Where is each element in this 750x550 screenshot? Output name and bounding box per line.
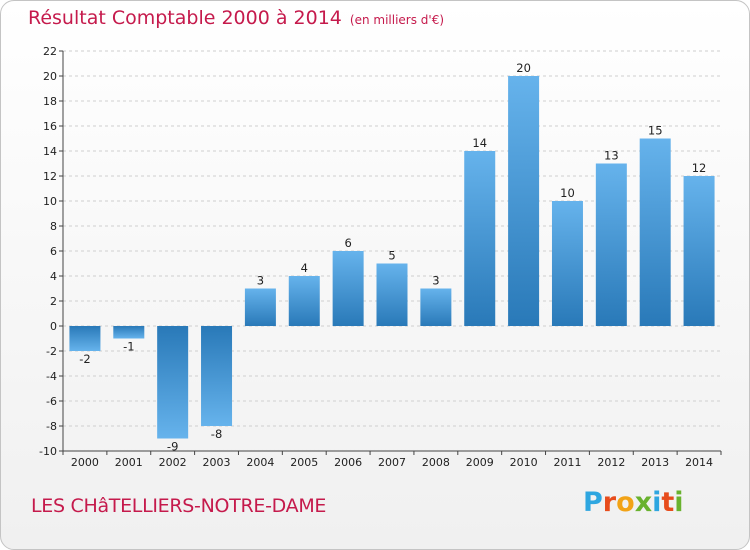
- value-label-2005: 4: [301, 261, 308, 275]
- y-tick-label: 18: [43, 95, 57, 108]
- y-tick-label: 12: [43, 170, 57, 183]
- bar-2009: [464, 151, 496, 326]
- x-tick-label-2005: 2005: [290, 456, 318, 469]
- x-tick-label-2014: 2014: [685, 456, 713, 469]
- y-tick-label: 20: [43, 70, 57, 83]
- chart-subtitle: (en milliers d'€): [349, 13, 445, 27]
- logo-letter: r: [602, 487, 617, 518]
- logo-letter: i: [652, 487, 662, 518]
- x-tick-label-2007: 2007: [378, 456, 406, 469]
- bar-2001: [113, 326, 145, 339]
- value-label-2011: 10: [560, 186, 575, 200]
- bar-2003: [201, 326, 233, 426]
- x-tick-label-2006: 2006: [334, 456, 362, 469]
- value-label-2004: 3: [257, 274, 264, 288]
- x-tick-label-2009: 2009: [466, 456, 494, 469]
- bar-2011: [551, 201, 583, 326]
- value-label-2001: -1: [123, 340, 134, 354]
- bars: [69, 76, 715, 439]
- bar-2007: [376, 263, 408, 326]
- y-tick-label: 0: [50, 320, 57, 333]
- y-tick-label: -8: [46, 420, 57, 433]
- y-tick-label: 6: [50, 245, 57, 258]
- axes: [59, 50, 722, 455]
- value-label-2006: 6: [344, 236, 351, 250]
- y-tick-label: -6: [46, 395, 57, 408]
- value-label-2009: 14: [472, 136, 487, 150]
- value-label-2010: 20: [516, 61, 531, 75]
- value-label-2002: -9: [167, 440, 178, 454]
- bar-2008: [420, 288, 452, 326]
- y-tick-label: -2: [46, 345, 57, 358]
- logo-letter: o: [616, 487, 635, 518]
- value-labels: -2 -1 -9 -8 3 4 6 5 3 14 20 10 13 15 12: [79, 61, 706, 454]
- y-tick-label: 10: [43, 195, 57, 208]
- x-tick-label-2000: 2000: [71, 456, 99, 469]
- value-label-2013: 15: [648, 124, 663, 138]
- value-label-2008: 3: [432, 274, 439, 288]
- value-label-2007: 5: [388, 249, 395, 263]
- x-tick-label-2012: 2012: [597, 456, 625, 469]
- bar-2005: [288, 276, 320, 326]
- x-tick-label-2003: 2003: [203, 456, 231, 469]
- bar-2010: [508, 76, 540, 326]
- value-label-2003: -8: [211, 427, 222, 441]
- tick-labels: -10 -8 -6 -4 -2 0 2 4 6 8 10 12 14 16 18 20 22 2000 2001 20…: [39, 45, 713, 469]
- bar-2002: [157, 326, 189, 439]
- bar-2006: [332, 251, 364, 326]
- y-tick-label: 22: [43, 45, 57, 58]
- bar-2012: [595, 163, 627, 326]
- bar-2014: [683, 176, 715, 326]
- logo-letter: t: [661, 487, 675, 518]
- y-tick-label: 2: [50, 295, 57, 308]
- y-tick-label: 14: [43, 145, 57, 158]
- x-tick-label-2010: 2010: [510, 456, 538, 469]
- logo-letter: P: [583, 487, 603, 518]
- x-tick-label-2008: 2008: [422, 456, 450, 469]
- x-tick-label-2013: 2013: [641, 456, 669, 469]
- value-label-2000: -2: [79, 352, 90, 366]
- chart-title: Résultat Comptable 2000 à 2014 (en millie…: [28, 7, 444, 29]
- logo-letter: i: [674, 487, 684, 518]
- bar-2013: [639, 138, 671, 326]
- x-tick-label-2002: 2002: [159, 456, 187, 469]
- y-tick-label: 16: [43, 120, 57, 133]
- y-tick-label: 8: [50, 220, 57, 233]
- chart-title-text: Résultat Comptable 2000 à 2014: [28, 7, 342, 29]
- value-label-2012: 13: [604, 149, 619, 163]
- logo-letter: x: [634, 487, 653, 518]
- y-tick-label: -4: [46, 370, 57, 383]
- bar-2000: [69, 326, 101, 351]
- bar-2004: [244, 288, 276, 326]
- y-tick-label: 4: [50, 270, 57, 283]
- x-tick-label-2001: 2001: [115, 456, 143, 469]
- value-label-2014: 12: [692, 161, 707, 175]
- commune-name: LES CHâTELLIERS-NOTRE-DAME: [31, 495, 327, 517]
- y-tick-label: -10: [39, 445, 57, 458]
- x-tick-label-2011: 2011: [553, 456, 581, 469]
- x-tick-label-2004: 2004: [246, 456, 274, 469]
- proxiti-logo: Proxiti: [583, 487, 684, 518]
